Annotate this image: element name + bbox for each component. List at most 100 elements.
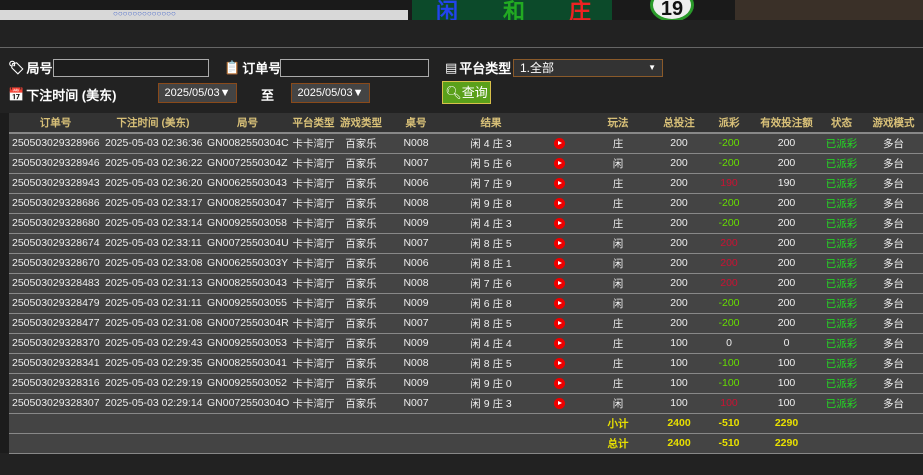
bet-type: 闲 xyxy=(582,153,654,174)
payout: 200 xyxy=(704,273,754,294)
query-label: 查询 xyxy=(461,85,488,100)
table-no: N007 xyxy=(386,233,446,254)
payout: 200 xyxy=(704,253,754,274)
game-mode: 多台 xyxy=(864,193,923,214)
game-type: 百家乐 xyxy=(336,193,386,214)
time-filter-label: 📅 下注时间 (美东) xyxy=(8,85,116,104)
video-banner: ○○○○○○○○○○○○○ 闲 和 庄 19 xyxy=(0,0,923,20)
video-cell xyxy=(536,333,582,354)
play-video-icon[interactable] xyxy=(553,137,565,149)
play-video-icon[interactable] xyxy=(553,357,565,369)
spacer xyxy=(819,413,923,434)
column-header: 总投注 xyxy=(654,113,704,134)
platform: 卡卡湾厅 xyxy=(291,193,336,214)
payout: -200 xyxy=(704,313,754,334)
play-video-icon[interactable] xyxy=(553,177,565,189)
play-video-icon[interactable] xyxy=(553,197,565,209)
order-id: 250503029328946 xyxy=(9,153,102,174)
status: 已派彩 xyxy=(819,393,864,414)
play-video-icon[interactable] xyxy=(553,377,565,389)
table-no: N008 xyxy=(386,193,446,214)
play-video-icon[interactable] xyxy=(553,337,565,349)
round-label: 局号 xyxy=(26,61,53,76)
table-header: 订单号 下注时间 (美东) 局号 平台类型 游戏类型 桌号 结果 玩法 总投注 派彩 有效投注额 状态… xyxy=(9,113,923,134)
valid-bet: 200 xyxy=(754,193,819,214)
tag-icon: 🏷 xyxy=(8,59,25,75)
status: 已派彩 xyxy=(819,333,864,354)
play-video-icon[interactable] xyxy=(553,397,565,409)
bet-board xyxy=(412,0,612,20)
game-mode: 多台 xyxy=(864,373,923,394)
dealer-video xyxy=(735,0,923,20)
date-from-picker[interactable]: 2025/05/03▼ xyxy=(158,83,237,103)
round-input[interactable] xyxy=(53,59,209,77)
table-no: N009 xyxy=(386,293,446,314)
round-id: GN0072550304U xyxy=(204,233,291,254)
valid-bet: 200 xyxy=(754,293,819,314)
play-video-icon[interactable] xyxy=(553,317,565,329)
video-cell xyxy=(536,373,582,394)
table-no: N008 xyxy=(386,133,446,154)
round-id: GN00825503047 xyxy=(204,193,291,214)
result: 闲 4 庄 3 xyxy=(446,213,536,234)
result: 闲 7 庄 9 xyxy=(446,173,536,194)
bet-time: 2025-05-03 02:31:13 xyxy=(102,273,204,294)
play-video-icon[interactable] xyxy=(553,217,565,229)
bet-time: 2025-05-03 02:31:08 xyxy=(102,313,204,334)
video-cell xyxy=(536,393,582,414)
order-id: 250503029328686 xyxy=(9,193,102,214)
bet-type: 闲 xyxy=(582,253,654,274)
result: 闲 9 庄 0 xyxy=(446,373,536,394)
valid-bet: 200 xyxy=(754,233,819,254)
platform-label: 平台类型 xyxy=(459,61,512,76)
order-label: 订单号 xyxy=(242,61,282,76)
video-cell xyxy=(536,173,582,194)
game-mode: 多台 xyxy=(864,293,923,314)
column-header: 平台类型 xyxy=(291,113,336,134)
platform: 卡卡湾厅 xyxy=(291,153,336,174)
round-id: GN00625503043 xyxy=(204,173,291,194)
valid-bet: 0 xyxy=(754,333,819,354)
platform-select[interactable]: 1.全部 ▼ xyxy=(513,59,663,77)
order-input[interactable] xyxy=(280,59,429,77)
order-id: 250503029328316 xyxy=(9,373,102,394)
column-header: 有效投注额 xyxy=(754,113,819,134)
status: 已派彩 xyxy=(819,293,864,314)
play-video-icon[interactable] xyxy=(553,237,565,249)
roadmap-dots: ○○○○○○○○○○○○○ xyxy=(113,9,176,18)
video-cell xyxy=(536,233,582,254)
play-video-icon[interactable] xyxy=(553,277,565,289)
platform: 卡卡湾厅 xyxy=(291,333,336,354)
result: 闲 8 庄 5 xyxy=(446,313,536,334)
total-bet: 100 xyxy=(654,373,704,394)
payout: 100 xyxy=(704,393,754,414)
total-bet: 200 xyxy=(654,253,704,274)
play-video-icon[interactable] xyxy=(553,297,565,309)
total-bet: 200 xyxy=(654,193,704,214)
table-no: N009 xyxy=(386,333,446,354)
table-row: 250503029328670 2025-05-03 02:33:08 GN0062… xyxy=(9,253,923,274)
status: 已派彩 xyxy=(819,133,864,154)
total-valid-bet: 2290 xyxy=(754,413,819,434)
column-header: 派彩 xyxy=(704,113,754,134)
search-icon: 🔍︎ xyxy=(445,85,462,100)
table-row: 250503029328370 2025-05-03 02:29:43 GN0092… xyxy=(9,333,923,354)
valid-bet: 100 xyxy=(754,393,819,414)
play-video-icon[interactable] xyxy=(553,257,565,269)
platform: 卡卡湾厅 xyxy=(291,173,336,194)
table-no: N009 xyxy=(386,213,446,234)
bet-time: 2025-05-03 02:29:43 xyxy=(102,333,204,354)
order-id: 250503029328477 xyxy=(9,313,102,334)
date-to-picker[interactable]: 2025/05/03▼ xyxy=(291,83,370,103)
subtotal-row: 小计 2400 -510 2290 xyxy=(9,413,923,434)
bet-type: 庄 xyxy=(582,313,654,334)
platform: 卡卡湾厅 xyxy=(291,393,336,414)
play-video-icon[interactable] xyxy=(553,157,565,169)
order-id: 250503029328370 xyxy=(9,333,102,354)
game-mode: 多台 xyxy=(864,233,923,254)
query-button[interactable]: 🔍︎查询 xyxy=(442,81,491,104)
list-icon: ▤ xyxy=(445,59,458,75)
divider xyxy=(0,47,923,48)
video-cell xyxy=(536,213,582,234)
total-bet: 200 xyxy=(654,133,704,154)
